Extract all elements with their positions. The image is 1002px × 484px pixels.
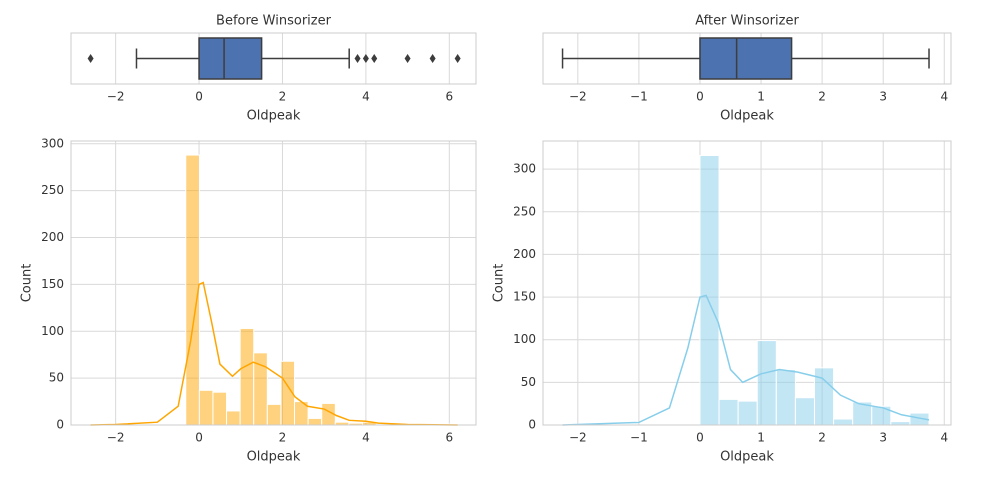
plot-frame (542, 32, 952, 85)
histogram-bar (212, 391, 228, 426)
x-tick-label: 2 (279, 90, 287, 104)
y-axis-label: Count (492, 264, 507, 303)
kde-line (90, 281, 458, 426)
y-tick-label: 200 (41, 230, 64, 244)
histogram-bar (890, 421, 911, 426)
chart-title: After Winsorizer (695, 14, 799, 29)
x-axis-label: Oldpeak (247, 450, 301, 465)
flier (454, 54, 461, 63)
flier (371, 54, 378, 63)
y-tick-label: 300 (41, 136, 64, 150)
x-tick-label: 1 (757, 431, 765, 445)
x-tick-label: 2 (818, 90, 826, 104)
x-tick-label: 0 (195, 431, 203, 445)
y-tick-label: 50 (521, 375, 536, 389)
y-tick-label: 250 (513, 204, 536, 218)
x-tick-label: −1 (630, 431, 648, 445)
histogram-bar (718, 398, 739, 426)
x-tick-label: 0 (195, 90, 203, 104)
x-tick-label: 1 (757, 90, 765, 104)
histogram-bar (185, 154, 200, 426)
y-tick-label: 200 (513, 247, 536, 261)
x-tick-label: 6 (445, 90, 453, 104)
y-tick-label: 0 (56, 418, 64, 432)
histogram-bar (266, 403, 282, 426)
x-tick-label: 4 (940, 90, 948, 104)
plot-frame (70, 32, 477, 85)
histogram-bar (794, 397, 815, 426)
histogram-bar (833, 418, 854, 426)
y-tick-label: 0 (528, 418, 536, 432)
plot-frame (542, 140, 952, 426)
y-tick-label: 100 (41, 324, 64, 338)
y-tick-label: 300 (513, 162, 536, 176)
plot-area (71, 141, 476, 425)
kde-line (562, 294, 930, 426)
x-tick-label: 4 (362, 90, 370, 104)
histogram-bar (699, 154, 720, 426)
x-tick-label: −2 (569, 431, 587, 445)
flier (429, 54, 436, 63)
y-tick-label: 150 (513, 290, 536, 304)
y-axis-label: Count (20, 264, 35, 303)
x-axis-label: Oldpeak (720, 450, 774, 465)
y-tick-label: 250 (41, 183, 64, 197)
histogram-bar (737, 400, 758, 426)
flier (404, 54, 411, 63)
chart-title: Before Winsorizer (216, 14, 332, 29)
flier (362, 54, 369, 63)
x-axis-label: Oldpeak (720, 109, 774, 124)
x-tick-label: 4 (940, 431, 948, 445)
box (699, 37, 793, 80)
y-tick-label: 50 (49, 371, 64, 385)
histogram-bar (756, 340, 777, 426)
x-tick-label: 4 (362, 431, 370, 445)
x-tick-label: −1 (630, 90, 648, 104)
x-tick-label: 3 (879, 90, 887, 104)
histogram-bar (198, 389, 214, 426)
flier (354, 54, 361, 63)
histogram-bar (307, 417, 323, 426)
histogram-bar (775, 369, 796, 426)
x-tick-label: 0 (696, 90, 704, 104)
y-tick-label: 100 (513, 332, 536, 346)
x-tick-label: 0 (696, 431, 704, 445)
x-tick-label: 2 (279, 431, 287, 445)
x-axis-label: Oldpeak (247, 109, 301, 124)
x-tick-label: −2 (107, 431, 125, 445)
y-tick-label: 150 (41, 277, 64, 291)
x-tick-label: 2 (818, 431, 826, 445)
x-tick-label: 6 (445, 431, 453, 445)
box (198, 37, 263, 80)
histogram-bar (226, 410, 241, 426)
plot-frame (70, 140, 477, 426)
histogram-bar (239, 327, 255, 426)
x-tick-label: −2 (107, 90, 125, 104)
x-tick-label: −2 (569, 90, 587, 104)
x-tick-label: 3 (879, 431, 887, 445)
flier (87, 54, 94, 63)
